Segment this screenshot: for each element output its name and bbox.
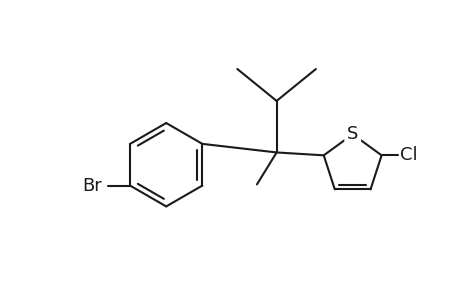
Text: Br: Br [82, 177, 102, 195]
Text: S: S [346, 125, 358, 143]
Text: Cl: Cl [399, 146, 416, 164]
